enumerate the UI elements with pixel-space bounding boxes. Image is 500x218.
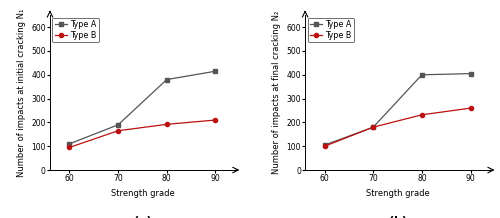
Type B: [468, 107, 473, 109]
Type B: [419, 114, 425, 116]
Type B: [370, 126, 376, 128]
Legend: Type A, Type B: Type A, Type B: [52, 18, 99, 42]
Type A: [468, 72, 473, 75]
Line: Type B: Type B: [68, 118, 218, 150]
Type A: [115, 123, 121, 126]
Type B: [164, 123, 170, 126]
Line: Type A: Type A: [322, 72, 472, 147]
Type B: [212, 119, 218, 121]
Type A: [212, 70, 218, 73]
Line: Type B: Type B: [322, 106, 472, 148]
Type B: [115, 129, 121, 132]
Text: (a): (a): [134, 216, 152, 218]
X-axis label: Strength grade: Strength grade: [366, 189, 430, 198]
Text: (b): (b): [388, 216, 406, 218]
Type A: [419, 73, 425, 76]
Type A: [370, 126, 376, 128]
Type A: [66, 143, 72, 145]
Type B: [66, 146, 72, 149]
Type A: [322, 144, 328, 146]
Y-axis label: Number of impacts at final cracking N₂: Number of impacts at final cracking N₂: [272, 11, 281, 174]
Line: Type A: Type A: [68, 69, 218, 146]
X-axis label: Strength grade: Strength grade: [110, 189, 174, 198]
Type B: [322, 145, 328, 148]
Y-axis label: Number of impacts at initial cracking N₁: Number of impacts at initial cracking N₁: [16, 9, 26, 177]
Legend: Type A, Type B: Type A, Type B: [308, 18, 354, 42]
Type A: [164, 78, 170, 81]
